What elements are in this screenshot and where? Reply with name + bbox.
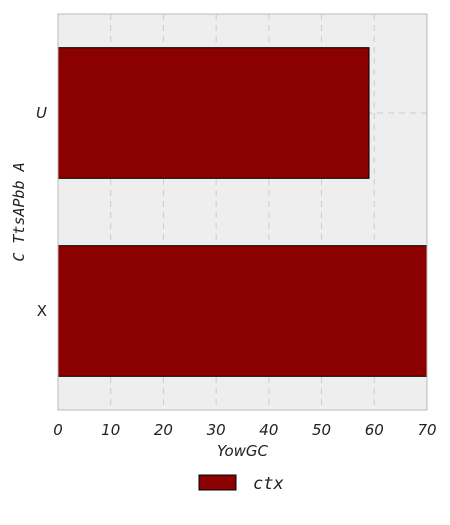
x-tick-label: 70 [417,421,436,439]
y-category-label: X [37,302,47,320]
x-tick-label: 0 [53,421,63,439]
bars [57,47,428,377]
y-axis-label: C TtsAPbb A [10,162,28,261]
bar [57,245,428,377]
y-category-labels: UX [36,104,47,320]
x-tick-label: 20 [154,421,173,439]
legend: ctx [198,474,284,494]
x-tick-label: 40 [259,421,278,439]
x-tick-label: 50 [312,421,331,439]
y-category-label: U [36,104,47,122]
x-tick-labels: 0 10 20 30 40 50 60 70 [53,421,436,439]
legend-swatch [198,474,237,491]
x-tick-label: 10 [101,421,120,439]
legend-label: ctx [253,474,284,494]
x-axis-label: YowGC [217,442,269,460]
plot-frame [57,13,428,411]
x-tick-label: 30 [207,421,226,439]
bar [57,47,370,179]
x-tick-label: 60 [365,421,384,439]
